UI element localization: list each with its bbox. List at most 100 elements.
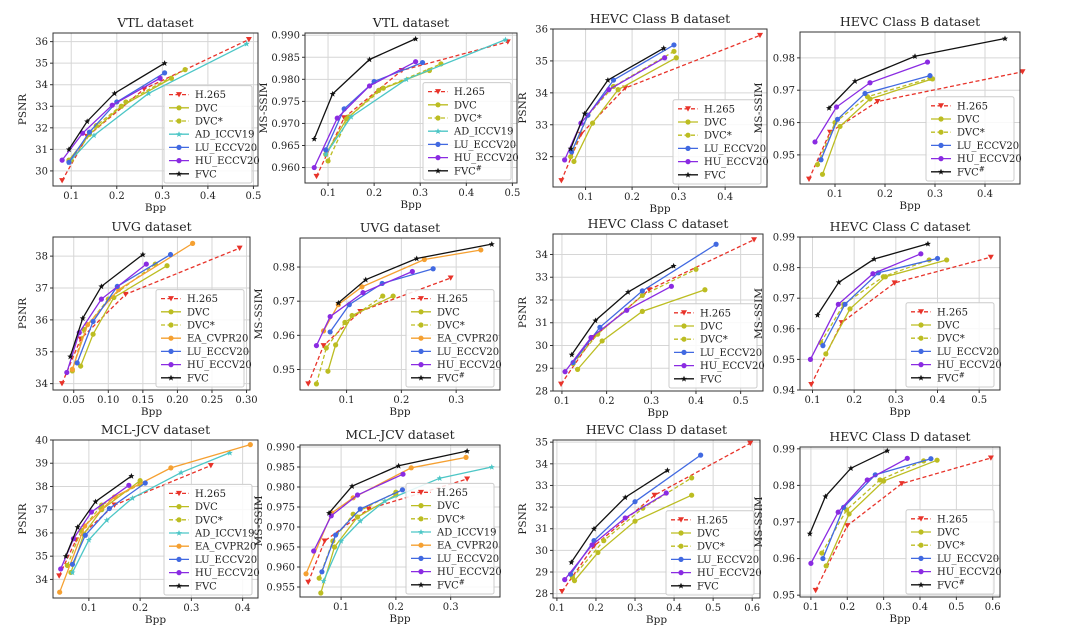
data-point xyxy=(359,284,365,290)
data-point xyxy=(303,571,309,577)
data-point xyxy=(64,369,70,376)
x-tick-label: 0.5 xyxy=(504,188,520,199)
legend-label: LU_ECCV20 xyxy=(187,347,249,358)
data-point xyxy=(380,293,386,299)
y-axis-label: PSNR xyxy=(517,502,529,534)
legend-label: FVC xyxy=(700,374,722,385)
legend-marker xyxy=(918,335,924,341)
legend-marker xyxy=(176,582,182,589)
data-point xyxy=(320,343,327,349)
legend-marker xyxy=(938,168,944,175)
legend-marker xyxy=(168,335,174,341)
x-tick-label: 0.5 xyxy=(733,396,749,407)
series-line xyxy=(307,277,451,385)
series-line xyxy=(322,466,492,582)
x-tick-label: 0.1 xyxy=(339,395,355,406)
y-tick-label: 35 xyxy=(535,56,548,67)
data-point xyxy=(601,538,607,544)
legend-label: LU_ECCV20 xyxy=(704,144,766,155)
series-line xyxy=(808,71,1023,180)
data-point xyxy=(823,351,829,357)
y-axis-label: PSNR xyxy=(17,93,29,125)
series-line xyxy=(822,257,938,346)
data-point xyxy=(814,161,821,168)
y-tick-label: 0.975 xyxy=(266,503,295,514)
data-point xyxy=(98,283,105,290)
legend-marker xyxy=(681,336,687,342)
series-line xyxy=(61,38,250,181)
y-tick-label: 0.94 xyxy=(773,386,795,397)
legend-marker xyxy=(435,167,441,174)
data-point xyxy=(823,563,829,569)
data-point xyxy=(835,509,841,515)
data-point xyxy=(57,589,63,595)
legend-label: FVC xyxy=(195,581,217,592)
legend-label: H.265 xyxy=(697,515,728,526)
data-point xyxy=(362,276,369,283)
legend-label: LU_ECCV20 xyxy=(437,347,499,358)
legend-label: DVC xyxy=(187,307,210,318)
data-point xyxy=(702,287,708,293)
legend-label: HU_ECCV20 xyxy=(454,153,519,164)
data-point xyxy=(837,123,843,130)
y-axis-label: PSNR xyxy=(17,297,29,329)
y-tick-label: 0.980 xyxy=(271,75,300,86)
y-tick-label: 36 xyxy=(35,37,48,48)
legend-label: AD_ICCV19 xyxy=(194,130,254,141)
legend-box xyxy=(163,483,253,596)
series-line xyxy=(68,62,165,150)
data-point xyxy=(111,494,118,500)
data-point xyxy=(599,338,605,344)
series-lu-eccv20 xyxy=(820,456,934,562)
axes-frame xyxy=(52,236,251,391)
y-tick-label: 0.970 xyxy=(271,119,300,130)
y-tick-label: 33 xyxy=(535,273,548,284)
legend-marker xyxy=(418,296,424,302)
data-point xyxy=(207,463,214,469)
y-tick-label: 0.95 xyxy=(273,365,295,376)
series-line xyxy=(828,37,1006,109)
data-point xyxy=(670,262,677,269)
series-lu-eccv20 xyxy=(74,251,174,366)
legend-marker xyxy=(176,131,182,137)
legend-marker xyxy=(938,156,944,162)
x-tick-label: 0.3 xyxy=(888,395,904,406)
series-line xyxy=(814,61,928,143)
y-tick-label: 0.955 xyxy=(266,583,295,594)
legend-label: LU_ECCV20 xyxy=(437,554,499,565)
legend-label: HU_ECCV20 xyxy=(187,360,252,371)
data-point xyxy=(80,130,86,136)
series-fvc xyxy=(567,45,667,152)
series-dvc xyxy=(823,257,950,357)
x-tick-label: 0.3 xyxy=(627,603,643,614)
series-line xyxy=(821,460,924,554)
y-tick-label: 34 xyxy=(535,88,548,99)
legend-label: HU_ECCV20 xyxy=(437,360,502,371)
legend-marker xyxy=(168,374,174,381)
y-tick-label: 0.960 xyxy=(271,163,300,174)
y-tick-label: 39 xyxy=(35,459,48,470)
y-tick-label: 28 xyxy=(535,387,548,398)
data-point xyxy=(329,90,336,97)
y-tick-label: 34 xyxy=(35,379,48,390)
data-point xyxy=(713,241,719,247)
y-tick-label: 0.970 xyxy=(266,523,295,534)
data-point xyxy=(871,256,878,262)
subplot-2: 0.1 0.2 0.3 0.4 0.5 0.960 0.965 0.970 0.975 0.980… xyxy=(258,15,520,211)
data-point xyxy=(987,455,994,461)
y-tick-label: 36 xyxy=(35,315,48,326)
data-point xyxy=(463,454,469,460)
x-axis-label: Bpp xyxy=(400,199,421,211)
subplot-11: 0.1 0.2 0.3 0.4 0.5 0.6 28 29 30 31 32 33 34 35 HEVC C… xyxy=(517,422,762,625)
data-point xyxy=(689,475,695,481)
series-line xyxy=(810,457,908,564)
x-tick-label: 0.25 xyxy=(201,395,223,406)
legend: H.265 DVC DVC* LU_ECCV20 HU_ECCV20 FVC xyxy=(665,510,762,596)
x-tick-label: 0.3 xyxy=(154,191,170,202)
legend-marker xyxy=(685,106,691,112)
legend-box xyxy=(163,85,253,184)
legend-label: EA_CVPR20 xyxy=(437,334,498,345)
data-point xyxy=(568,154,574,160)
y-axis-label: MS-SSIM xyxy=(753,496,765,547)
data-point xyxy=(86,129,93,135)
